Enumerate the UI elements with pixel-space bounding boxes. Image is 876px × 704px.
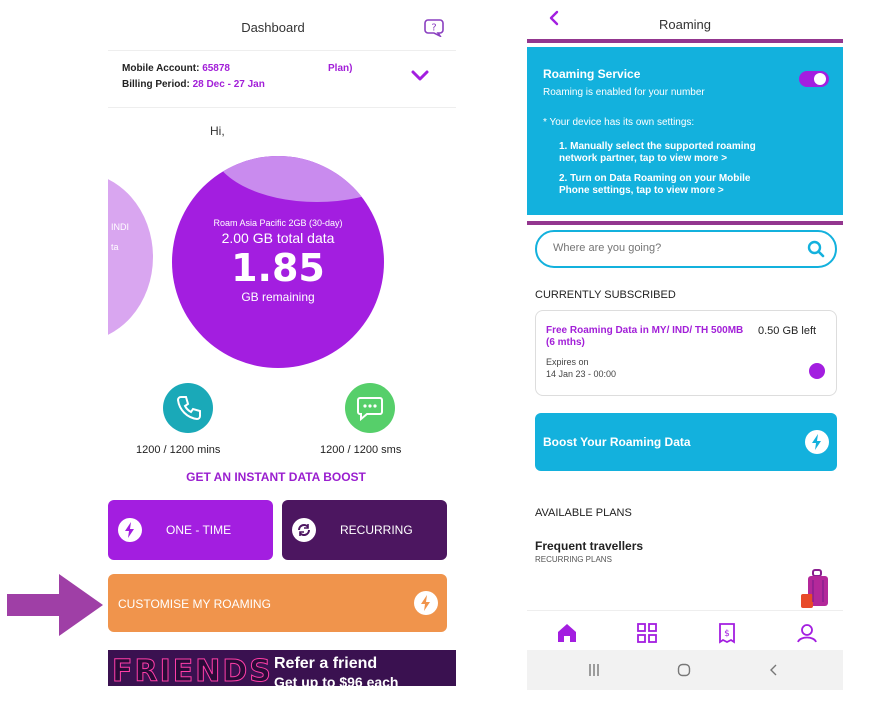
currently-subscribed-heading: CURRENTLY SUBSCRIBED xyxy=(535,289,676,301)
home-icon[interactable] xyxy=(555,621,579,645)
search-icon[interactable] xyxy=(807,240,825,258)
svg-text:?: ? xyxy=(431,23,436,34)
recent-apps-icon[interactable] xyxy=(587,663,601,677)
help-chat-icon[interactable]: ? xyxy=(424,17,444,37)
recurring-button[interactable]: RECURRING xyxy=(282,500,447,560)
bubble-remaining-value: 1.85 xyxy=(231,246,325,290)
available-plans-heading: AVAILABLE PLANS xyxy=(535,507,632,519)
side-data-bubble[interactable]: INDI ta xyxy=(108,172,153,342)
system-nav-bar xyxy=(527,650,843,690)
bubble-total-data: 2.00 GB total data xyxy=(221,230,335,246)
destination-search[interactable] xyxy=(535,230,837,268)
svg-text:$: $ xyxy=(724,629,730,639)
plan-group-subtitle: RECURRING PLANS xyxy=(535,555,612,564)
subscribed-plan-card[interactable]: Free Roaming Data in MY/ IND/ TH 500MB (… xyxy=(535,310,837,396)
lightning-icon xyxy=(414,591,438,615)
page-title: Roaming xyxy=(658,17,712,32)
status-dot xyxy=(809,363,825,379)
pointer-arrow xyxy=(7,574,103,636)
mobile-account: Mobile Account: 65878 xyxy=(122,63,230,74)
plan-group-title[interactable]: Frequent travellers xyxy=(535,539,644,553)
billing-dates: 28 Dec - 27 Jan xyxy=(192,79,265,90)
calls-usage-text: 1200 / 1200 mins xyxy=(136,444,221,456)
highlight-frame xyxy=(527,39,843,225)
step2-line1[interactable]: 2. Turn on Data Roaming on your Mobile xyxy=(559,173,751,184)
expires-label: Expires on xyxy=(546,357,589,367)
boost-roaming-button[interactable]: Boost Your Roaming Data xyxy=(535,413,837,471)
luggage-icon xyxy=(801,569,828,608)
profile-icon[interactable] xyxy=(795,621,819,645)
roaming-service-title: Roaming Service xyxy=(543,67,641,81)
sms-usage-button[interactable] xyxy=(345,383,395,433)
customise-roaming-button[interactable]: CUSTOMISE MY ROAMING xyxy=(108,574,447,632)
step2-line2[interactable]: Phone settings, tap to view more > xyxy=(559,185,724,196)
bill-icon[interactable]: $ xyxy=(715,621,739,645)
back-icon[interactable] xyxy=(767,663,781,677)
phone-icon xyxy=(176,396,201,421)
data-left: 0.50 GB left xyxy=(758,325,817,337)
message-icon xyxy=(357,397,383,422)
banner-headline: Refer a friend xyxy=(274,655,378,672)
lightning-icon xyxy=(118,518,142,542)
data-usage-bubble[interactable]: Roam Asia Pacific 2GB (30-day) 2.00 GB t… xyxy=(172,156,384,368)
bubble-plan-name: Roam Asia Pacific 2GB (30-day) xyxy=(213,218,343,228)
account-summary[interactable]: Mobile Account: 65878 Billing Period: 28… xyxy=(108,50,456,108)
calls-usage-button[interactable] xyxy=(163,383,213,433)
device-settings-note: * Your device has its own settings: xyxy=(543,117,695,128)
refresh-icon xyxy=(292,518,316,542)
plan-label: Plan) xyxy=(328,63,353,74)
sms-usage-text: 1200 / 1200 sms xyxy=(320,444,402,456)
bubble-remaining-label: GB remaining xyxy=(241,290,315,304)
lightning-icon xyxy=(805,430,829,454)
home-circle-icon[interactable] xyxy=(677,663,691,677)
account-number: 65878 xyxy=(202,63,230,74)
page-title: Dashboard xyxy=(241,20,305,35)
step1-line1[interactable]: 1. Manually select the supported roaming xyxy=(559,141,756,152)
instant-data-boost-link[interactable]: GET AN INSTANT DATA BOOST xyxy=(186,470,366,484)
expires-value: 14 Jan 23 - 00:00 xyxy=(546,369,617,379)
bubble-highlight xyxy=(212,156,384,202)
subscribed-plan-name: Free Roaming Data in MY/ IND/ TH 500MB (… xyxy=(546,325,744,348)
back-arrow-icon[interactable] xyxy=(547,10,561,26)
refer-friend-banner[interactable]: FRIENDS Refer a friend Get up to $96 eac… xyxy=(108,650,456,686)
one-time-button[interactable]: ONE - TIME xyxy=(108,500,273,560)
dashboard-screen: Dashboard ? Mobile Account: 65878 Billin… xyxy=(108,0,456,686)
greeting: Hi, xyxy=(210,124,225,138)
search-input[interactable] xyxy=(551,241,795,255)
banner-subline: Get up to $96 each xyxy=(274,674,399,686)
roaming-toggle[interactable] xyxy=(799,71,829,87)
friends-logo: FRIENDS xyxy=(112,654,273,687)
grid-icon[interactable] xyxy=(635,621,659,645)
step1-line2[interactable]: network partner, tap to view more > xyxy=(559,153,728,164)
bottom-tab-bar: $ xyxy=(527,610,843,653)
billing-period: Billing Period: 28 Dec - 27 Jan xyxy=(122,79,265,90)
roaming-service-panel: Roaming Service Roaming is enabled for y… xyxy=(527,47,843,215)
roaming-status: Roaming is enabled for your number xyxy=(543,87,705,98)
chevron-down-icon[interactable] xyxy=(410,69,430,83)
roaming-screen: Roaming Roaming Service Roaming is enabl… xyxy=(527,0,843,690)
